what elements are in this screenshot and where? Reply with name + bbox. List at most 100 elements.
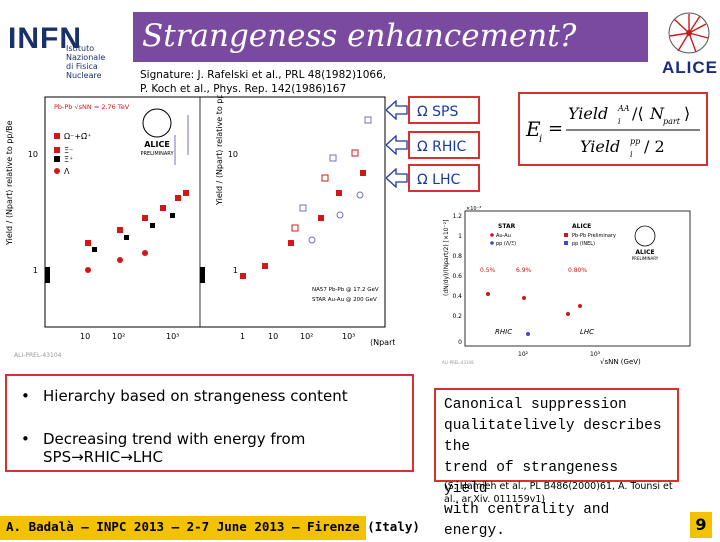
right-alice-badge-icon (634, 225, 656, 247)
arrow-left-icon (386, 100, 408, 120)
alice-burst-icon (668, 12, 710, 54)
right-plot-frame (464, 210, 691, 347)
canonical-line-1: Canonical suppression (444, 397, 627, 413)
page-number: 9 (690, 512, 712, 538)
bullet-1-text: Hierarchy based on strangeness content (43, 387, 348, 405)
infn-sub-line1: Istituto Nazionale (66, 44, 106, 62)
bullet-2-text: Decreasing trend with energy from (43, 430, 306, 448)
right-watermark: ALI-PREL-43108 (442, 360, 474, 365)
canonical-line-4: with centrality and energy. (444, 502, 610, 539)
svg-text:⟩: ⟩ (684, 104, 690, 123)
left-y-label-2: Yield / ⟨Npart⟩ relative to pp/Be (215, 95, 224, 206)
alice-logo: ALICE (662, 8, 718, 78)
x-label: ⟨Npart⟩ (370, 338, 395, 347)
region-lhc: LHC (580, 328, 594, 336)
svg-text:/⟨: /⟨ (632, 104, 644, 123)
pct-label-2: 6.9% (516, 267, 532, 274)
signature-line-1: Signature: J. Rafelski et al., PRL 48(19… (140, 69, 387, 81)
x-tick-100: 10² (300, 332, 313, 341)
right-y-exp: ×10⁻³ (466, 206, 481, 212)
infn-sub-line2: di Fisica Nucleare (66, 62, 102, 80)
rx-tick-1000: 10³ (590, 351, 601, 358)
left-y-label: Yield / ⟨Npart⟩ relative to pp/Be (5, 120, 14, 246)
slide-title: Strangeness enhancement? (142, 18, 577, 54)
pct-label-1: 0.5% (480, 267, 496, 274)
left-watermark: ALI-PREL-43104 (14, 352, 62, 359)
ry-tick-5: 0.2 (452, 313, 462, 320)
formula-den-div: / 2 (644, 137, 665, 156)
y-tick-1: 1 (33, 266, 38, 275)
ry-tick-0: 1.2 (452, 213, 462, 220)
formula-lhs: E (525, 117, 541, 141)
formula-den-sup: pp (630, 137, 640, 146)
legend-xibar: Ξ̄⁺ (64, 155, 73, 164)
formula-num-sup: AA (617, 104, 630, 113)
left-alice-badge-text: ALICE (144, 140, 170, 149)
canonical-ref-line-1: (S. Hamieh et al., PL B486(2000)61, A. T… (444, 481, 673, 492)
right-x-label: √sNN (GeV) (600, 358, 641, 366)
formula-npart: N (649, 104, 665, 123)
energy-box-rhic: Ω RHIC (408, 131, 480, 159)
signature-reference: Signature: J. Rafelski et al., PRL 48(19… (140, 68, 386, 96)
left-plot: Yield / ⟨Npart⟩ relative to pp/Be Yield … (5, 95, 395, 359)
left-energy-label: Pb-Pb √sNN = 2.76 TeV (54, 103, 130, 111)
infn-subtitle: Istituto Nazionale di Fisica Nucleare (66, 44, 128, 80)
formula-num: Yield (568, 104, 608, 123)
formula-npart-sub: part (663, 117, 681, 126)
ry-tick-4: 0.4 (452, 293, 462, 300)
canonical-ref-line-2: al., ar.Xiv. 011159v1) (444, 494, 546, 505)
infn-wordmark: INFN (8, 22, 82, 55)
y-tick-10-b: 10 (228, 150, 238, 159)
infn-logo: INFN Istituto Nazionale di Fisica Nuclea… (8, 22, 128, 80)
omega-symbol-lhc: Ω (417, 172, 428, 188)
left-plot-frame (44, 96, 386, 328)
right-plot: (dN/dy)/(Npart/2) [×10⁻²] ×10⁻³ 1.2 1 0.… (442, 206, 691, 366)
energy-label-rhic: RHIC (432, 139, 467, 155)
legend-lambda: Λ (64, 167, 70, 176)
x-tick-1000-a: 10³ (166, 332, 179, 341)
signature-line-2: P. Koch et al., Phys. Rep. 142(1986)167 (140, 83, 347, 95)
formula-sub: i (539, 134, 542, 145)
energy-label-sps: SPS (432, 104, 459, 120)
footer-bar: A. Badalà – INPC 2013 – 2-7 June 2013 – … (0, 516, 420, 540)
right-y-label: (dN/dy)/(Npart/2) [×10⁻²] (443, 219, 450, 296)
alice-wordmark: ALICE (662, 58, 718, 77)
right-alice-badge-text: ALICE (635, 249, 654, 256)
legend-omega: Ω⁻+Ω̄⁺ (64, 132, 91, 141)
right-alice-badge-sub: PRELIMINARY (632, 256, 659, 261)
formula-num-sub: i (618, 117, 621, 126)
energy-label-lhc: LHC (432, 172, 461, 188)
legend-star: STAR (498, 223, 516, 230)
formula-den-sub: i (630, 150, 633, 159)
ry-tick-1: 1 (458, 233, 462, 240)
arrow-left-icon (386, 135, 408, 155)
footer-text: A. Badalà – INPC 2013 – 2-7 June 2013 – … (6, 519, 420, 534)
title-bar (133, 12, 648, 62)
canonical-line-3: trend of strangeness yield (444, 460, 619, 497)
left-alice-badge-icon (142, 108, 172, 138)
ry-tick-2: 0.8 (452, 253, 462, 260)
legend-auau: Au-Au (496, 233, 511, 239)
bullets-box: • Hierarchy based on strangeness content … (5, 374, 414, 472)
arrow-left-icon (386, 168, 408, 188)
canonical-reference: (S. Hamieh et al., PL B486(2000)61, A. T… (444, 480, 704, 506)
left-alice-badge-sub: PRELIMINARY (140, 151, 174, 157)
formula-den: Yield (580, 137, 620, 156)
x-tick-10-a: 10 (80, 332, 90, 341)
pct-label-3: 0.80% (568, 267, 587, 274)
legend-xi: Ξ⁻ (64, 146, 73, 155)
rx-tick-100: 10² (518, 351, 529, 358)
ref-legend-star: STAR Au-Au @ 200 GeV (312, 297, 377, 303)
ry-tick-3: 0.6 (452, 273, 462, 280)
energy-box-sps: Ω SPS (408, 96, 480, 124)
omega-symbol-rhic: Ω (417, 139, 428, 155)
region-rhic: RHIC (495, 328, 512, 336)
energy-box-lhc: Ω LHC (408, 164, 480, 192)
y-tick-10: 10 (28, 150, 38, 159)
canonical-line-2: qualitatelively describes the (444, 418, 662, 455)
omega-symbol-sps: Ω (417, 104, 428, 120)
legend-pbpb: Pb-Pb Preliminary (572, 233, 616, 239)
canonical-suppression-box: Canonical suppression qualitatelively de… (434, 388, 679, 539)
ry-tick-6: 0 (458, 339, 462, 346)
x-tick-10: 10 (268, 332, 278, 341)
